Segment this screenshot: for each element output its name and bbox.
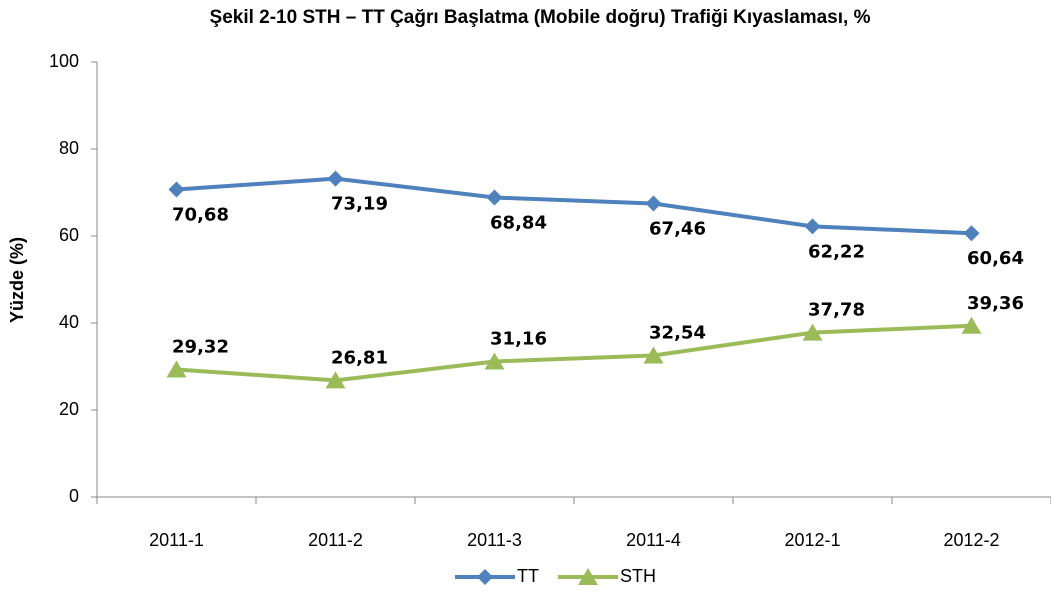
series-line [176,176,972,236]
y-tick-label: 20 [59,399,79,419]
data-label: 68,84 [490,213,547,234]
point [327,170,344,187]
data-label: 29,32 [172,336,229,357]
data-label: 39,36 [967,293,1024,314]
point [963,225,980,242]
point [325,371,346,389]
x-tick-label: 2012-2 [943,530,999,550]
data-label: 70,68 [172,205,229,226]
point [484,352,505,370]
point [643,346,664,364]
y-tick-label: 80 [59,138,79,158]
point [166,360,187,378]
x-tick-label: 2012-1 [784,530,840,550]
chart-title: Şekil 2-10 STH – TT Çağrı Başlatma (Mobi… [210,7,871,28]
y-tick-label: 60 [59,225,79,245]
data-label: 73,19 [331,194,388,215]
point [486,189,503,206]
x-tick-label: 2011-4 [626,530,681,550]
x-tick-label: 2011-3 [467,530,522,550]
y-axis-title: Yüzde (%) [7,237,27,323]
x-tick-label: 2011-2 [308,530,363,550]
data-label: 32,54 [649,322,706,343]
data-label: 26,81 [331,347,388,368]
point [168,181,185,198]
point [961,316,982,334]
point [645,195,662,212]
legend-label: STH [620,566,656,586]
data-label: 31,16 [490,328,547,349]
y-tick-label: 40 [59,312,79,332]
legend-marker [578,568,598,585]
series-line [176,323,972,383]
y-tick-label: 0 [69,486,79,506]
point [802,323,823,341]
point [804,218,821,235]
x-tick-label: 2011-1 [149,530,204,550]
legend-label: TT [517,566,539,586]
y-tick-label: 100 [49,51,79,71]
data-label: 67,46 [649,219,706,240]
legend-marker [477,569,493,585]
data-label: 37,78 [808,300,865,321]
data-label: 60,64 [967,248,1024,269]
data-label: 62,22 [808,241,865,262]
